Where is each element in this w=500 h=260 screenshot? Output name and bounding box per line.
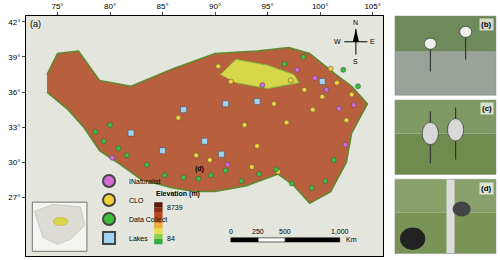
svg-text:36°: 36°	[8, 88, 20, 97]
svg-text:INaturalist: INaturalist	[129, 178, 161, 185]
svg-text:1,000: 1,000	[331, 228, 349, 235]
svg-text:(d): (d)	[481, 184, 492, 193]
svg-text:500: 500	[279, 228, 291, 235]
svg-text:S: S	[353, 58, 358, 65]
svg-text:84: 84	[167, 235, 175, 242]
svg-text:95°: 95°	[262, 2, 274, 11]
svg-text:100°: 100°	[312, 2, 329, 11]
svg-text:E: E	[370, 38, 375, 45]
svg-text:30°: 30°	[8, 158, 20, 167]
svg-text:75°: 75°	[51, 2, 63, 11]
svg-text:39°: 39°	[8, 53, 20, 62]
svg-text:0: 0	[229, 228, 233, 235]
svg-text:N: N	[353, 19, 358, 26]
svg-text:Km: Km	[346, 236, 357, 243]
svg-text:33°: 33°	[8, 123, 20, 132]
svg-text:(a): (a)	[30, 19, 41, 29]
svg-text:Elevation (m): Elevation (m)	[156, 190, 200, 198]
svg-text:(b): (b)	[481, 20, 492, 29]
svg-text:8739: 8739	[167, 204, 183, 211]
svg-text:Data Collect: Data Collect	[129, 216, 167, 223]
svg-text:27°: 27°	[8, 193, 20, 202]
svg-text:85°: 85°	[157, 2, 169, 11]
svg-text:(d): (d)	[195, 165, 204, 173]
svg-text:90°: 90°	[209, 2, 221, 11]
svg-text:CLO: CLO	[129, 197, 144, 204]
svg-text:105°: 105°	[364, 2, 381, 11]
svg-text:Lakes: Lakes	[129, 235, 148, 242]
svg-text:80°: 80°	[104, 2, 116, 11]
svg-text:42°: 42°	[8, 18, 20, 27]
svg-text:250: 250	[252, 228, 264, 235]
svg-text:(c): (c)	[482, 104, 492, 113]
svg-text:W: W	[334, 38, 341, 45]
